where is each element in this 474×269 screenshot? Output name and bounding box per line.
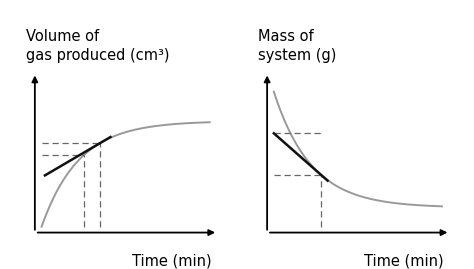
Text: Volume of: Volume of — [26, 29, 99, 44]
Text: Time (min): Time (min) — [132, 253, 211, 268]
Text: gas produced (cm³): gas produced (cm³) — [26, 48, 169, 63]
Text: system (g): system (g) — [258, 48, 337, 63]
Text: Time (min): Time (min) — [365, 253, 444, 268]
Text: Mass of: Mass of — [258, 29, 314, 44]
